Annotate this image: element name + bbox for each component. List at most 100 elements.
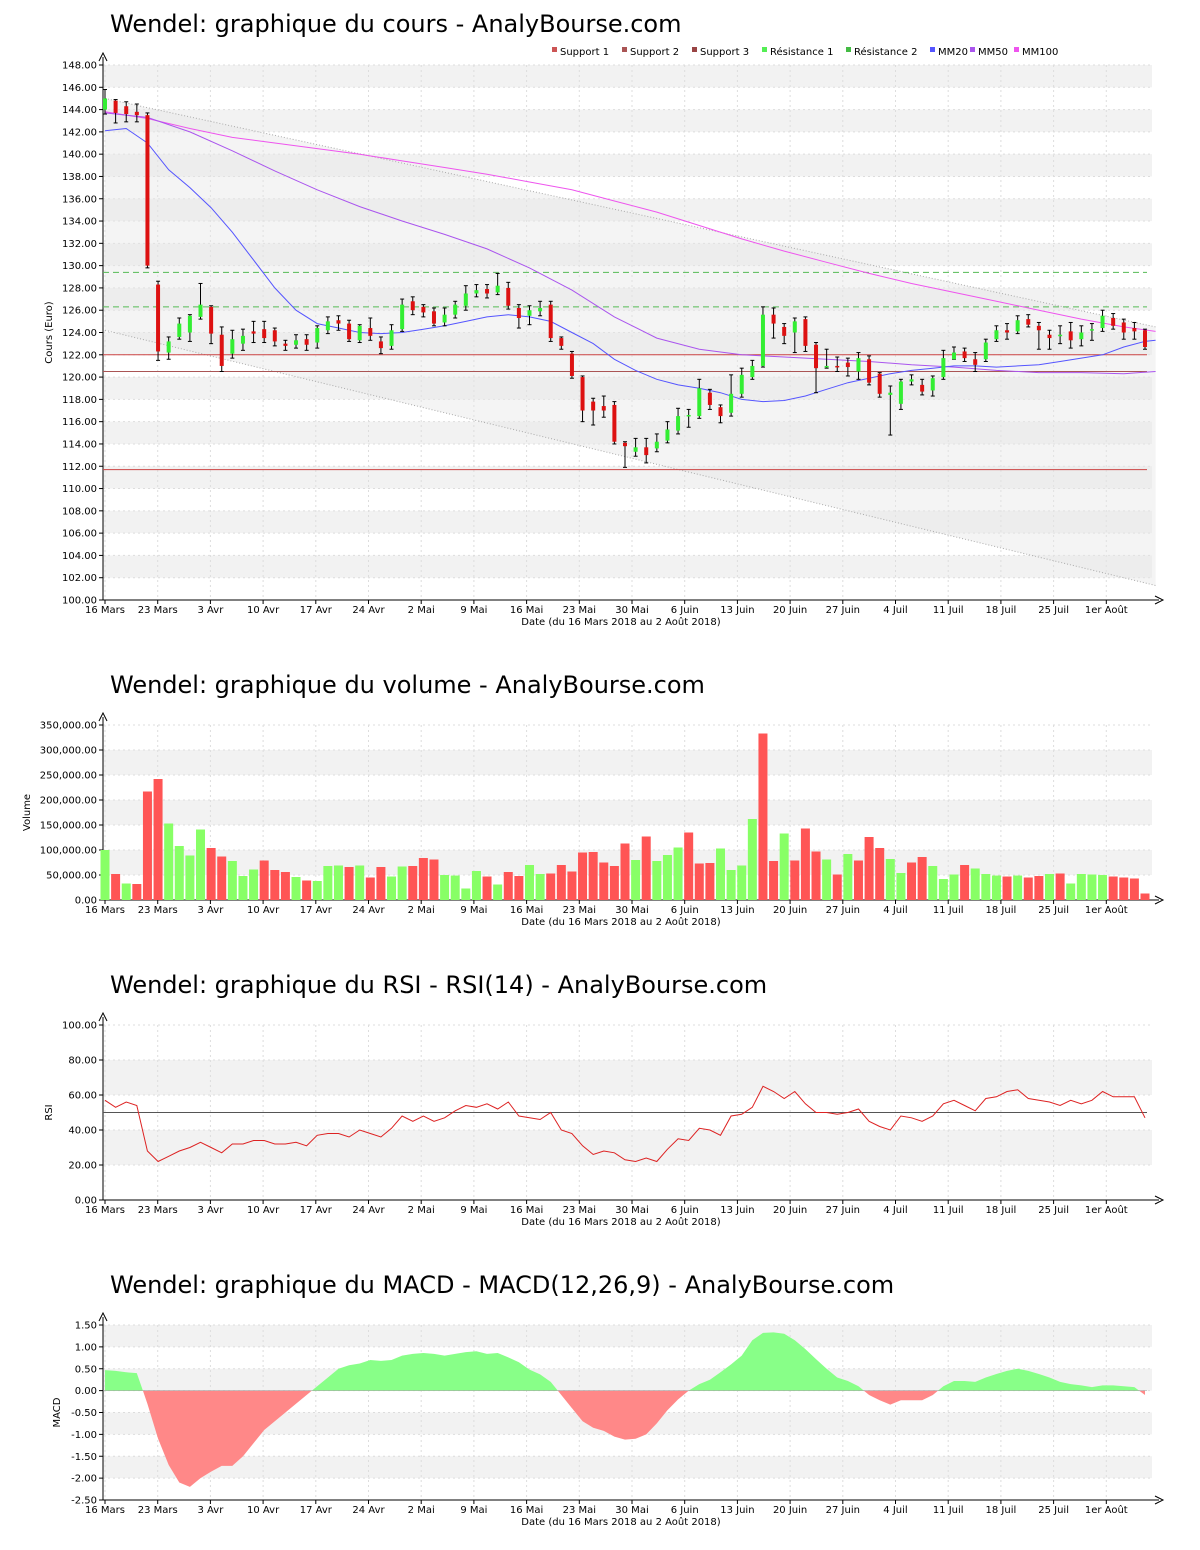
macd-positive-area bbox=[688, 1332, 864, 1391]
y-tick-label: 100,000.00 bbox=[40, 846, 97, 857]
y-tick-label: 40.00 bbox=[68, 1126, 97, 1137]
x-tick-label: 23 Mai bbox=[563, 1205, 596, 1216]
price-chart: 100.00 102.00 104.00 106.00 108.00 110.00 112.… bbox=[44, 46, 1165, 628]
y-tick-label: 130.00 bbox=[62, 261, 97, 272]
x-tick-label: 13 Juin bbox=[720, 1205, 754, 1216]
volume-bar bbox=[1002, 876, 1012, 900]
volume-bar bbox=[949, 874, 959, 900]
candle-body bbox=[1143, 330, 1147, 347]
candle-body bbox=[718, 407, 723, 417]
y-tick-label: 0.00 bbox=[75, 1196, 97, 1207]
volume-bar bbox=[599, 862, 609, 900]
grid-band bbox=[103, 65, 1152, 88]
volume-bar bbox=[535, 874, 545, 900]
x-tick-label: 11 Juil bbox=[933, 1205, 964, 1216]
volume-bar bbox=[196, 829, 206, 900]
volume-bar bbox=[1140, 893, 1150, 900]
volume-bar bbox=[853, 860, 863, 900]
volume-bar bbox=[981, 874, 991, 900]
legend-label: Support 1 bbox=[560, 47, 609, 58]
volume-bar bbox=[185, 855, 195, 900]
candle-body bbox=[347, 323, 352, 340]
volume-bar bbox=[726, 870, 736, 900]
trend-channel-lower bbox=[104, 329, 1156, 586]
candle-body bbox=[198, 304, 203, 317]
x-tick-label: 25 Juil bbox=[1038, 1205, 1069, 1216]
candle-body bbox=[442, 314, 447, 323]
macd-chart: -2.50 -2.00 -1.50 -1.00 -0.50 0.00 0.50 1.00 1.5… bbox=[52, 1311, 1165, 1528]
candle-body bbox=[166, 341, 171, 353]
x-tick-label: 4 Juil bbox=[883, 1205, 907, 1216]
candle-body bbox=[951, 352, 956, 360]
legend-label: Résistance 1 bbox=[770, 46, 833, 58]
volume-chart: 0.00 50,000.00 100,000.00 150,000.00 200,000… bbox=[22, 711, 1165, 928]
legend-swatch bbox=[692, 47, 697, 52]
x-tick-label: 18 Juil bbox=[986, 1505, 1017, 1516]
volume-bar bbox=[1034, 876, 1044, 900]
volume-bar bbox=[227, 861, 237, 900]
candle-body bbox=[559, 338, 564, 346]
volume-bar bbox=[450, 875, 460, 900]
x-tick-label: 30 Mai bbox=[615, 1505, 648, 1516]
volume-bar bbox=[259, 860, 269, 900]
x-tick-label: 10 Avr bbox=[247, 905, 280, 916]
x-tick-label: 25 Juil bbox=[1038, 605, 1069, 616]
x-tick-label: 18 Juil bbox=[986, 1205, 1017, 1216]
volume-bar bbox=[907, 862, 917, 900]
volume-bar bbox=[514, 876, 524, 900]
x-tick-label: 17 Avr bbox=[300, 1505, 333, 1516]
candle-body bbox=[665, 429, 670, 441]
candle-body bbox=[654, 441, 659, 449]
candle-body bbox=[177, 323, 182, 337]
candle-body bbox=[294, 340, 299, 345]
y-tick-label: 132.00 bbox=[62, 239, 97, 250]
x-tick-label: 11 Juil bbox=[933, 905, 964, 916]
volume-bar bbox=[408, 866, 418, 900]
volume-bar bbox=[875, 848, 885, 900]
volume-bar bbox=[503, 872, 513, 900]
candle-body bbox=[983, 342, 988, 360]
grid-band bbox=[103, 1325, 1152, 1347]
x-tick-label: 4 Juil bbox=[883, 605, 907, 616]
y-tick-label: 114.00 bbox=[62, 439, 97, 450]
x-tick-label: 17 Avr bbox=[300, 605, 333, 616]
candle-body bbox=[1121, 322, 1126, 333]
y-axis-arrow bbox=[98, 711, 108, 722]
candle-body bbox=[845, 362, 850, 368]
volume-bar bbox=[1098, 875, 1108, 900]
legend-label: Résistance 2 bbox=[854, 46, 917, 58]
y-tick-label: 122.00 bbox=[62, 350, 97, 361]
candle-body bbox=[623, 442, 627, 447]
x-tick-label: 10 Avr bbox=[247, 1205, 280, 1216]
y-tick-label: 134.00 bbox=[62, 217, 97, 228]
candle-body bbox=[1026, 319, 1031, 325]
volume-bar bbox=[694, 863, 704, 900]
legend-swatch bbox=[552, 47, 557, 52]
candle-body bbox=[209, 306, 214, 334]
volume-bar bbox=[111, 874, 121, 900]
candle-body bbox=[315, 328, 320, 343]
x-tick-label: 4 Juil bbox=[883, 1505, 907, 1516]
x-tick-label: 24 Avr bbox=[352, 1505, 385, 1516]
volume-bar bbox=[1023, 877, 1033, 900]
candle-body bbox=[697, 388, 702, 417]
volume-bar bbox=[684, 832, 694, 900]
candle-body bbox=[644, 447, 649, 456]
candle-body bbox=[909, 379, 914, 382]
candle-body bbox=[1036, 325, 1041, 331]
grid-band bbox=[103, 466, 1152, 489]
grid-band bbox=[103, 154, 1152, 177]
x-tick-label: 2 Mai bbox=[408, 605, 435, 616]
x-axis-title: Date (du 16 Mars 2018 au 2 Août 2018) bbox=[521, 916, 720, 928]
y-axis-title: RSI bbox=[44, 1104, 55, 1120]
grid-band bbox=[103, 332, 1152, 355]
y-tick-label: 116.00 bbox=[62, 417, 97, 428]
y-tick-label: 148.00 bbox=[62, 61, 97, 72]
candle-body bbox=[782, 326, 787, 336]
candle-body bbox=[591, 401, 596, 411]
volume-bar bbox=[567, 871, 577, 900]
volume-bar bbox=[822, 859, 832, 900]
candle-body bbox=[1089, 329, 1094, 331]
y-tick-label: 1.00 bbox=[75, 1342, 97, 1353]
y-tick-label: 80.00 bbox=[68, 1056, 97, 1067]
